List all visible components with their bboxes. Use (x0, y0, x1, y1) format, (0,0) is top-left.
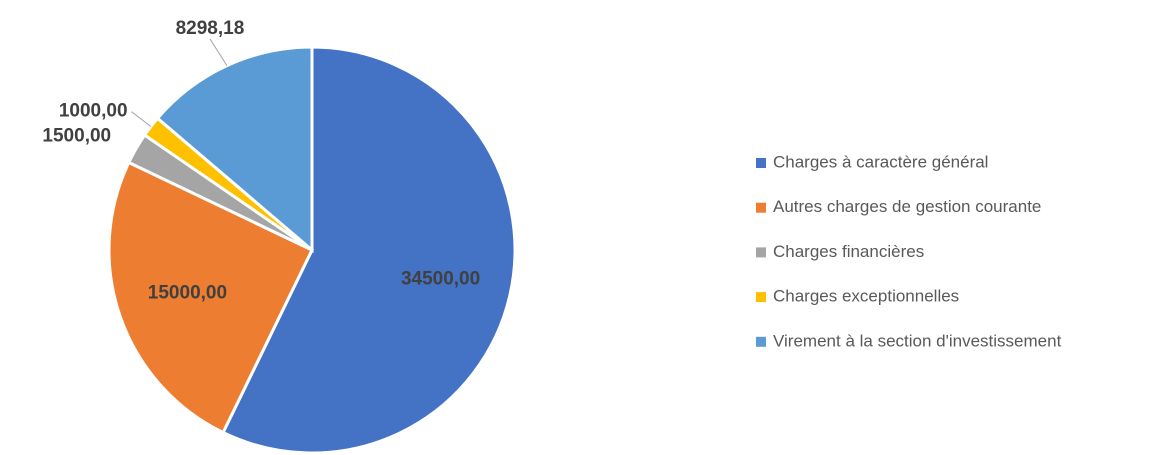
legend-marker (756, 336, 766, 347)
legend-marker (756, 202, 766, 213)
value-label: 1000,00 (59, 101, 128, 122)
leader-line (209, 38, 228, 66)
value-label: 34500,00 (401, 269, 480, 290)
legend-marker (756, 292, 766, 303)
pie-slice (221, 45, 517, 455)
pie-slice (155, 45, 314, 254)
value-label: 15000,00 (148, 283, 227, 304)
legend-label: Virement à la section d'investissement (773, 331, 1062, 350)
value-label: 8298,18 (176, 18, 245, 39)
legend-label: Charges à caractère général (773, 152, 988, 171)
leader-line (131, 111, 152, 127)
value-label: 1500,00 (42, 125, 111, 146)
pie-slice (107, 160, 315, 435)
legend-marker (756, 247, 766, 258)
legend-label: Charges exceptionnelles (773, 287, 959, 306)
legend-label: Autres charges de gestion courante (773, 197, 1041, 216)
legend-marker (756, 158, 766, 168)
legend-label: Charges financières (773, 242, 924, 261)
